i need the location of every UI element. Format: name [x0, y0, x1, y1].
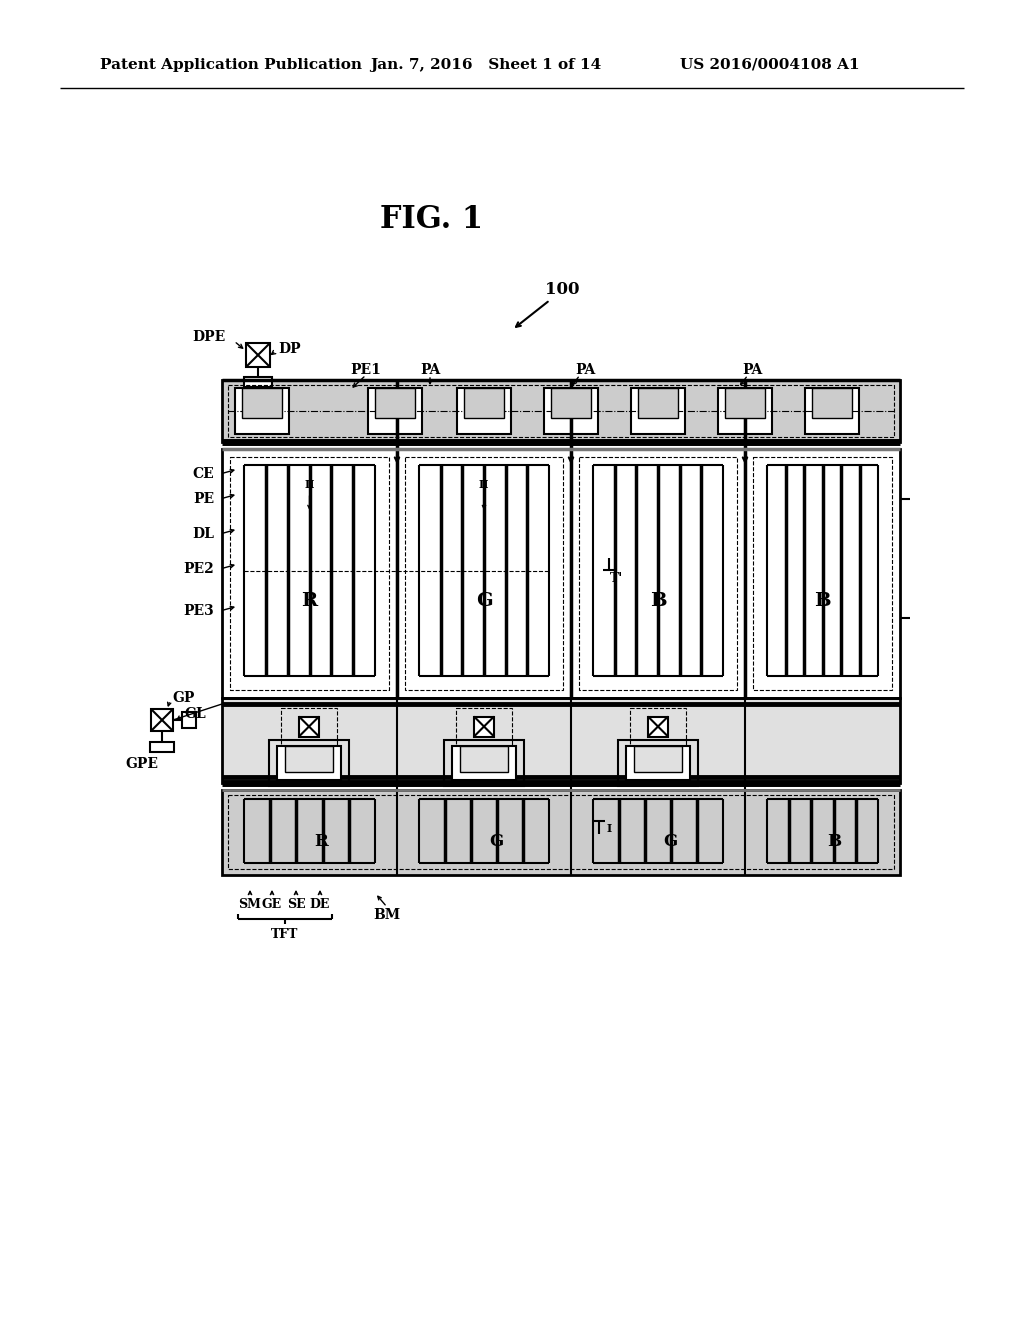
- Text: PE: PE: [193, 492, 214, 506]
- Bar: [753, 457, 892, 690]
- Bar: [242, 388, 282, 418]
- Bar: [464, 388, 504, 418]
- Text: PA: PA: [574, 363, 595, 378]
- Text: G: G: [476, 591, 493, 610]
- Bar: [375, 388, 415, 418]
- Bar: [626, 746, 690, 780]
- Bar: [631, 388, 685, 434]
- Bar: [269, 739, 349, 785]
- Text: II: II: [479, 479, 489, 491]
- Bar: [281, 708, 337, 774]
- Text: CE: CE: [193, 467, 214, 480]
- Text: GL: GL: [184, 708, 206, 721]
- Bar: [805, 388, 859, 434]
- Bar: [234, 388, 289, 434]
- Text: SE: SE: [287, 899, 305, 912]
- Text: DE: DE: [310, 899, 330, 912]
- Text: SM: SM: [239, 899, 261, 912]
- Text: G: G: [663, 833, 677, 850]
- Text: Patent Application Publication: Patent Application Publication: [100, 58, 362, 73]
- Bar: [299, 717, 319, 737]
- Text: DP: DP: [278, 342, 301, 356]
- Bar: [452, 746, 516, 780]
- Text: Jan. 7, 2016   Sheet 1 of 14: Jan. 7, 2016 Sheet 1 of 14: [370, 58, 601, 73]
- Bar: [634, 746, 682, 771]
- Bar: [244, 378, 272, 387]
- Bar: [182, 711, 196, 729]
- Text: DL: DL: [193, 527, 214, 541]
- Bar: [457, 388, 511, 434]
- Text: PA: PA: [420, 363, 440, 378]
- Bar: [222, 449, 900, 698]
- Text: US 2016/0004108 A1: US 2016/0004108 A1: [680, 58, 859, 73]
- Bar: [406, 457, 563, 690]
- Text: B: B: [814, 591, 830, 610]
- Text: FIG. 1: FIG. 1: [381, 205, 483, 235]
- Text: PE3: PE3: [183, 605, 214, 618]
- Bar: [444, 739, 524, 785]
- Bar: [222, 789, 900, 875]
- Text: GPE: GPE: [126, 756, 159, 771]
- Text: B: B: [827, 833, 842, 850]
- Text: R: R: [314, 833, 329, 850]
- Bar: [544, 388, 598, 434]
- Text: GE: GE: [262, 899, 282, 912]
- Text: T': T': [610, 572, 624, 585]
- Bar: [551, 388, 591, 418]
- Bar: [150, 742, 174, 752]
- Bar: [285, 746, 333, 771]
- Text: PA: PA: [741, 363, 762, 378]
- Bar: [460, 746, 508, 771]
- Text: I: I: [606, 824, 611, 834]
- Bar: [812, 388, 852, 418]
- Bar: [222, 698, 900, 783]
- Bar: [456, 708, 512, 774]
- Bar: [222, 698, 900, 783]
- Bar: [222, 380, 900, 442]
- Bar: [222, 789, 900, 875]
- Text: 100: 100: [545, 281, 580, 298]
- Text: G: G: [488, 833, 503, 850]
- Text: TFT: TFT: [271, 928, 299, 941]
- Text: BM: BM: [374, 908, 400, 921]
- Bar: [618, 739, 698, 785]
- Text: DPE: DPE: [193, 330, 226, 345]
- Text: PE2: PE2: [183, 562, 214, 576]
- Text: GP: GP: [172, 690, 195, 705]
- Bar: [230, 457, 389, 690]
- Bar: [474, 717, 494, 737]
- Bar: [648, 717, 668, 737]
- Bar: [368, 388, 422, 434]
- Bar: [725, 388, 765, 418]
- Text: B: B: [649, 591, 667, 610]
- Bar: [250, 387, 266, 400]
- Bar: [630, 708, 686, 774]
- Bar: [638, 388, 678, 418]
- Bar: [222, 380, 900, 442]
- Bar: [246, 343, 270, 367]
- Text: II: II: [304, 479, 314, 491]
- Bar: [228, 385, 894, 437]
- Bar: [579, 457, 737, 690]
- Text: PE1: PE1: [350, 363, 381, 378]
- Bar: [718, 388, 772, 434]
- Bar: [278, 746, 341, 780]
- Bar: [151, 709, 173, 731]
- Text: R: R: [301, 591, 317, 610]
- Bar: [228, 795, 894, 869]
